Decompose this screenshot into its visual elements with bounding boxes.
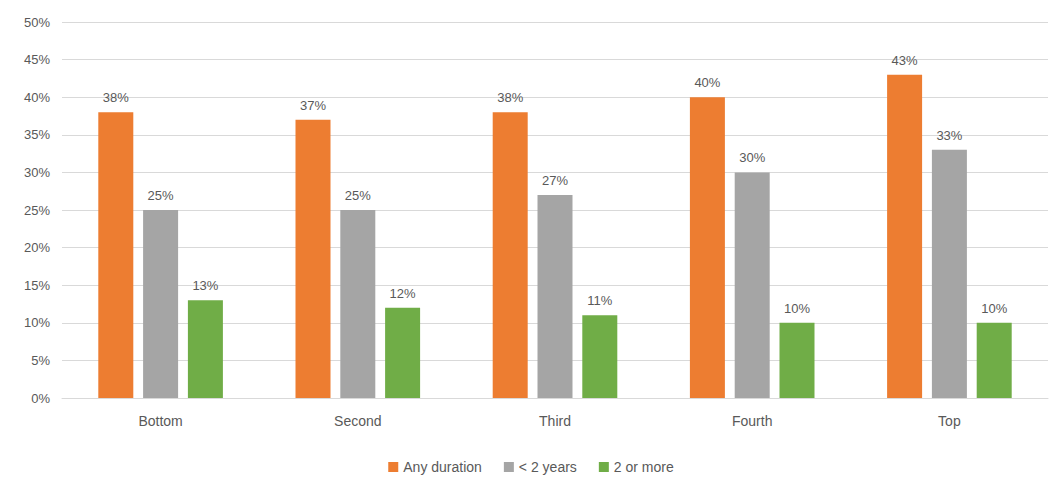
svg-text:Third: Third: [539, 413, 571, 429]
svg-text:37%: 37%: [300, 98, 326, 113]
svg-text:Top: Top: [938, 413, 961, 429]
svg-text:33%: 33%: [936, 128, 962, 143]
svg-text:25%: 25%: [148, 188, 174, 203]
svg-text:38%: 38%: [497, 90, 523, 105]
svg-text:15%: 15%: [24, 278, 50, 293]
svg-text:< 2 years: < 2 years: [519, 459, 577, 475]
svg-text:Bottom: Bottom: [138, 413, 182, 429]
svg-text:12%: 12%: [390, 286, 416, 301]
svg-text:50%: 50%: [24, 15, 50, 30]
svg-text:27%: 27%: [542, 173, 568, 188]
svg-text:30%: 30%: [739, 150, 765, 165]
svg-text:40%: 40%: [694, 75, 720, 90]
svg-text:Any duration: Any duration: [403, 459, 482, 475]
svg-text:Fourth: Fourth: [732, 413, 772, 429]
svg-text:43%: 43%: [892, 53, 918, 68]
svg-text:13%: 13%: [192, 278, 218, 293]
svg-text:Second: Second: [334, 413, 381, 429]
svg-text:40%: 40%: [24, 90, 50, 105]
svg-text:0%: 0%: [31, 391, 50, 406]
svg-text:10%: 10%: [24, 315, 50, 330]
svg-text:38%: 38%: [103, 90, 129, 105]
svg-text:25%: 25%: [24, 203, 50, 218]
svg-text:45%: 45%: [24, 52, 50, 67]
svg-text:30%: 30%: [24, 165, 50, 180]
svg-text:25%: 25%: [345, 188, 371, 203]
svg-text:2 or more: 2 or more: [614, 459, 674, 475]
svg-text:20%: 20%: [24, 240, 50, 255]
svg-text:10%: 10%: [784, 301, 810, 316]
svg-text:35%: 35%: [24, 127, 50, 142]
svg-text:5%: 5%: [31, 353, 50, 368]
svg-text:10%: 10%: [981, 301, 1007, 316]
svg-text:11%: 11%: [587, 293, 612, 308]
